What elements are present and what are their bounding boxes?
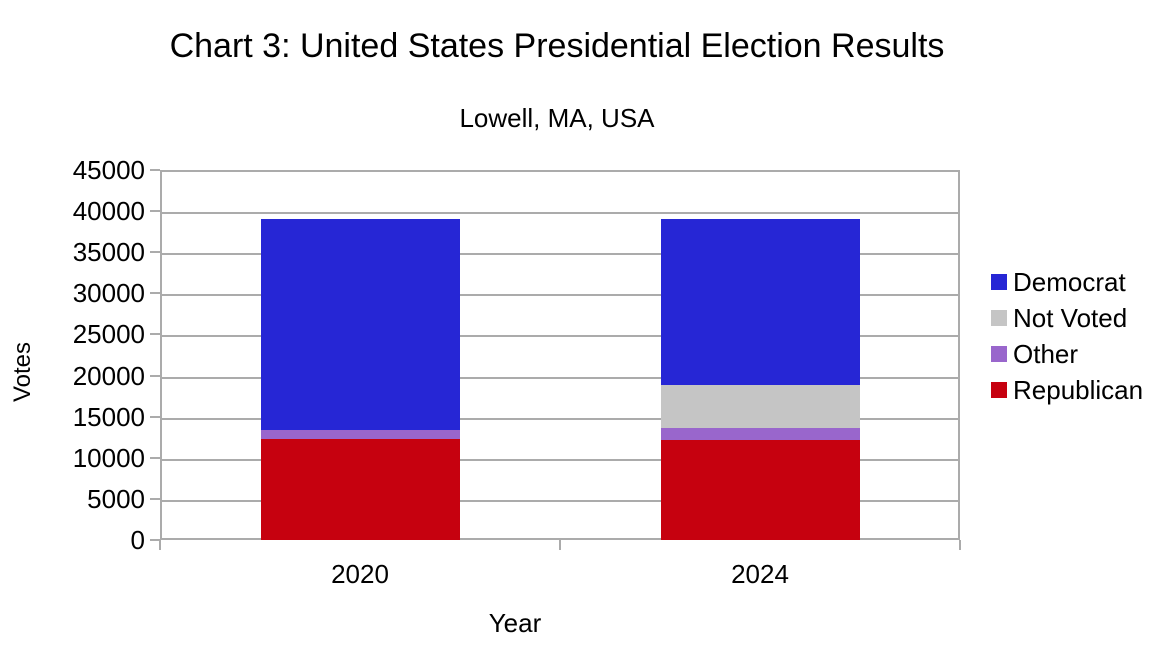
y-tick-label: 0 bbox=[130, 525, 145, 555]
x-tick-mark bbox=[159, 540, 161, 550]
legend-label: Not Voted bbox=[1013, 303, 1128, 333]
y-tick-label: 20000 bbox=[72, 360, 145, 391]
y-tick-label: 45000 bbox=[72, 155, 145, 185]
y-tick-label: 35000 bbox=[72, 237, 145, 268]
legend-label: Democrat bbox=[1013, 267, 1126, 297]
bar-segment-2024-republican bbox=[660, 439, 860, 540]
y-tick-mark bbox=[150, 333, 160, 336]
x-tick-mark bbox=[959, 540, 961, 550]
legend-label: Republican bbox=[1013, 375, 1144, 405]
bar-segment-2024-not-voted bbox=[660, 384, 860, 429]
gridline-15000 bbox=[162, 417, 958, 420]
bar-segment-2024-other bbox=[660, 428, 860, 440]
y-tick-label: 30000 bbox=[72, 278, 145, 309]
legend-swatch-icon bbox=[991, 274, 1007, 290]
bar-segment-2020-other bbox=[260, 429, 460, 439]
gridline-25000 bbox=[162, 335, 958, 338]
bar-segment-2024-democrat bbox=[660, 219, 860, 385]
legend-swatch-icon bbox=[991, 382, 1007, 398]
y-tick-label: 5000 bbox=[87, 483, 145, 514]
y-tick-mark bbox=[150, 292, 160, 295]
gridline-40000 bbox=[162, 212, 958, 215]
x-tick-label-2020: 2020 bbox=[331, 559, 389, 589]
y-tick-mark bbox=[150, 456, 160, 459]
x-tick-label-2024: 2024 bbox=[731, 559, 789, 589]
y-tick-label: 15000 bbox=[72, 401, 145, 432]
x-tick-mark bbox=[559, 540, 561, 550]
gridline-20000 bbox=[162, 376, 958, 379]
y-tick-mark bbox=[150, 210, 160, 213]
y-tick-label: 10000 bbox=[72, 442, 145, 473]
y-tick-mark bbox=[150, 415, 160, 418]
y-tick-mark bbox=[150, 497, 160, 500]
bar-segment-2020-republican bbox=[260, 438, 460, 540]
gridline-5000 bbox=[162, 499, 958, 502]
y-tick-mark bbox=[150, 539, 160, 541]
y-tick-mark bbox=[150, 374, 160, 377]
gridline-30000 bbox=[162, 294, 958, 297]
gridline-10000 bbox=[162, 458, 958, 461]
gridline-35000 bbox=[162, 253, 958, 256]
y-tick-mark bbox=[150, 169, 160, 171]
y-tick-mark bbox=[150, 251, 160, 254]
bar-segment-2020-democrat bbox=[260, 219, 460, 430]
legend-swatch-icon bbox=[991, 346, 1007, 362]
chart-title: Chart 3: United States Presidential Elec… bbox=[169, 27, 945, 65]
legend-swatch-icon bbox=[991, 310, 1007, 326]
y-tick-label: 40000 bbox=[72, 196, 145, 227]
y-tick-label: 25000 bbox=[72, 319, 145, 350]
chart-subtitle: Lowell, MA, USA bbox=[459, 103, 655, 133]
x-axis-title: Year bbox=[488, 608, 542, 638]
legend-label: Other bbox=[1013, 339, 1079, 369]
